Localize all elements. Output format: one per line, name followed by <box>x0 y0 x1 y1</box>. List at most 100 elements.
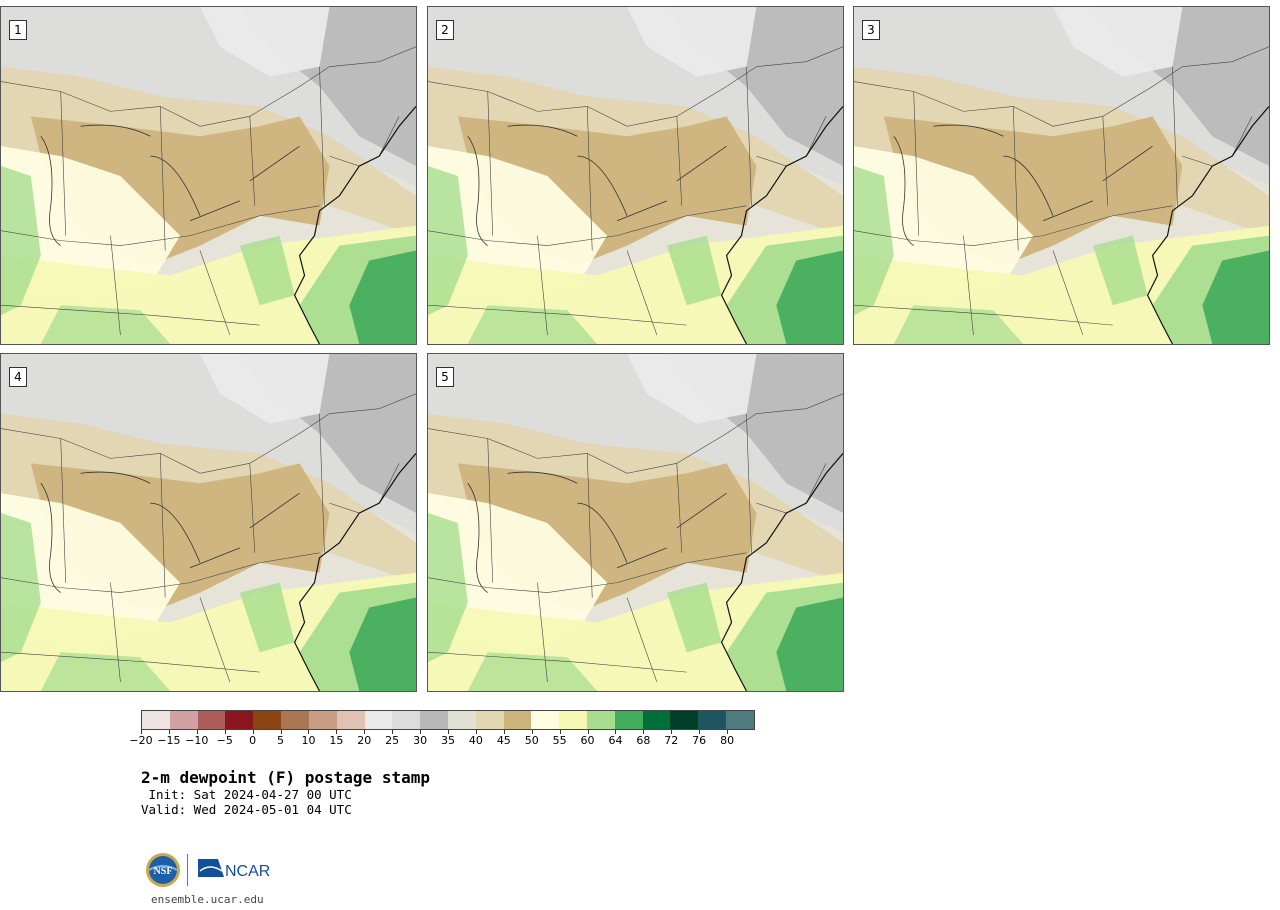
coastline <box>720 106 843 344</box>
state-boundary <box>428 582 687 683</box>
map-panel-2: 2 <box>427 6 844 345</box>
colorbar-cell <box>253 711 282 729</box>
colorbar-tick <box>336 730 338 734</box>
dewpoint-map <box>1 7 416 344</box>
ncar-logo-text: NCAR <box>225 863 270 880</box>
colorbar-tick-label: 20 <box>357 734 372 747</box>
state-boundary <box>428 393 843 474</box>
dewpoint-map <box>854 7 1269 344</box>
colorbar-tick <box>503 730 505 734</box>
great-lakes-outline <box>893 124 1153 246</box>
nsf-logo-text: NSF <box>154 866 173 877</box>
dewpoint-contour-fill <box>467 652 598 691</box>
panel-label: 5 <box>436 367 454 387</box>
map-panel-4: 4 <box>0 353 417 692</box>
colorbar-cell <box>420 711 448 729</box>
state-boundary <box>428 205 747 246</box>
panel-label: 4 <box>9 367 27 387</box>
colorbar-cell <box>614 711 643 729</box>
coastline <box>293 453 416 691</box>
colorbar-cell <box>197 711 226 729</box>
colorbar-tick <box>448 730 449 734</box>
dewpoint-contour-fill <box>349 597 416 691</box>
dewpoint-map <box>1 354 416 691</box>
great-lakes-outline <box>467 471 727 593</box>
colorbar-cell <box>364 711 393 729</box>
dewpoint-map <box>428 7 843 344</box>
dewpoint-contour-fill <box>200 7 330 77</box>
colorbar-tick-label: 64 <box>608 734 623 747</box>
dewpoint-contour-fill <box>854 166 894 316</box>
colorbar-tick <box>587 730 589 734</box>
colorbar-tick-label: −10 <box>185 734 209 747</box>
dewpoint-contour-fill <box>428 513 468 663</box>
colorbar-tick-label: 30 <box>413 734 428 747</box>
colorbar-tick-label: 60 <box>580 734 595 747</box>
dewpoint-map <box>428 354 843 691</box>
colorbar-tick <box>671 730 673 734</box>
colorbar-tick-label: 55 <box>552 734 567 747</box>
colorbar-tick-label: 80 <box>720 734 735 747</box>
nsf-logo-icon: NSF <box>146 853 180 887</box>
state-boundary <box>854 235 1113 336</box>
colorbar-tick <box>420 730 422 734</box>
dewpoint-contour-fill <box>666 235 722 306</box>
dewpoint-contour-fill <box>776 250 843 344</box>
state-boundary <box>1 235 260 336</box>
colorbar-tick <box>475 730 477 734</box>
colorbar-cell <box>336 711 365 729</box>
colorbar-tick-label: 68 <box>636 734 651 747</box>
dewpoint-contour-fill <box>1 166 41 316</box>
colorbar-tick-label: 45 <box>496 734 511 747</box>
valid-time: Valid: Wed 2024-05-01 04 UTC <box>141 802 352 817</box>
colorbar-tick-label: 0 <box>249 734 257 747</box>
colorbar-ticks: −20 −15 −10 −5 0 5 10 15 20 25 30 35 40 45 50 55 60 64 68 7… <box>129 730 755 750</box>
dewpoint-contour-fill <box>239 582 295 653</box>
dewpoint-contour-fill <box>1053 7 1183 77</box>
coastline <box>293 106 416 344</box>
dewpoint-contour-fill <box>666 582 722 653</box>
colorbar-tick <box>531 730 533 734</box>
state-boundary <box>487 66 752 251</box>
colorbar-tick <box>392 730 394 734</box>
dewpoint-contour-fill <box>627 354 757 424</box>
colorbar-tick-label: 5 <box>277 734 285 747</box>
map-panel-5: 5 <box>427 353 844 692</box>
dewpoint-contour-fill <box>893 305 1024 344</box>
state-boundary <box>1 552 320 593</box>
state-boundary <box>913 66 1178 251</box>
colorbar-cell <box>308 711 337 729</box>
dewpoint-contour-fill <box>40 652 171 691</box>
colorbar-tick-label: 40 <box>468 734 483 747</box>
dewpoint-contour-fill <box>239 235 295 306</box>
dewpoint-contour-fill <box>627 7 757 77</box>
dewpoint-contour-fill <box>1092 235 1148 306</box>
state-boundary <box>428 552 747 593</box>
state-boundary <box>1 582 260 683</box>
colorbar-tick <box>727 730 729 734</box>
colorbar-tick <box>699 730 701 734</box>
state-boundary <box>1 46 416 127</box>
colorbar-tick <box>308 730 310 734</box>
state-boundary <box>428 235 687 336</box>
colorbar-tick-label: 72 <box>664 734 679 747</box>
colorbar-tick <box>559 730 561 734</box>
colorbar-cell <box>392 711 421 729</box>
colorbar-tick-label: 15 <box>329 734 344 747</box>
colorbar-tick <box>168 730 170 734</box>
dewpoint-contour-fill <box>349 250 416 344</box>
ncar-logo-icon: NCAR <box>198 859 270 880</box>
dewpoint-contour-fill <box>428 166 468 316</box>
dewpoint-contour-fill <box>776 597 843 691</box>
colorbar-cell <box>559 711 587 729</box>
colorbar-cell <box>698 711 727 729</box>
colorbar-cell <box>726 711 754 729</box>
coastline <box>720 453 843 691</box>
dewpoint-contour-fill <box>1202 250 1269 344</box>
colorbar-tick-label: −15 <box>157 734 181 747</box>
great-lakes-outline <box>40 471 300 593</box>
panel-label: 1 <box>9 20 27 40</box>
colorbar-cell <box>642 711 671 729</box>
colorbar-cell <box>169 711 198 729</box>
dewpoint-contour-fill <box>1 513 41 663</box>
